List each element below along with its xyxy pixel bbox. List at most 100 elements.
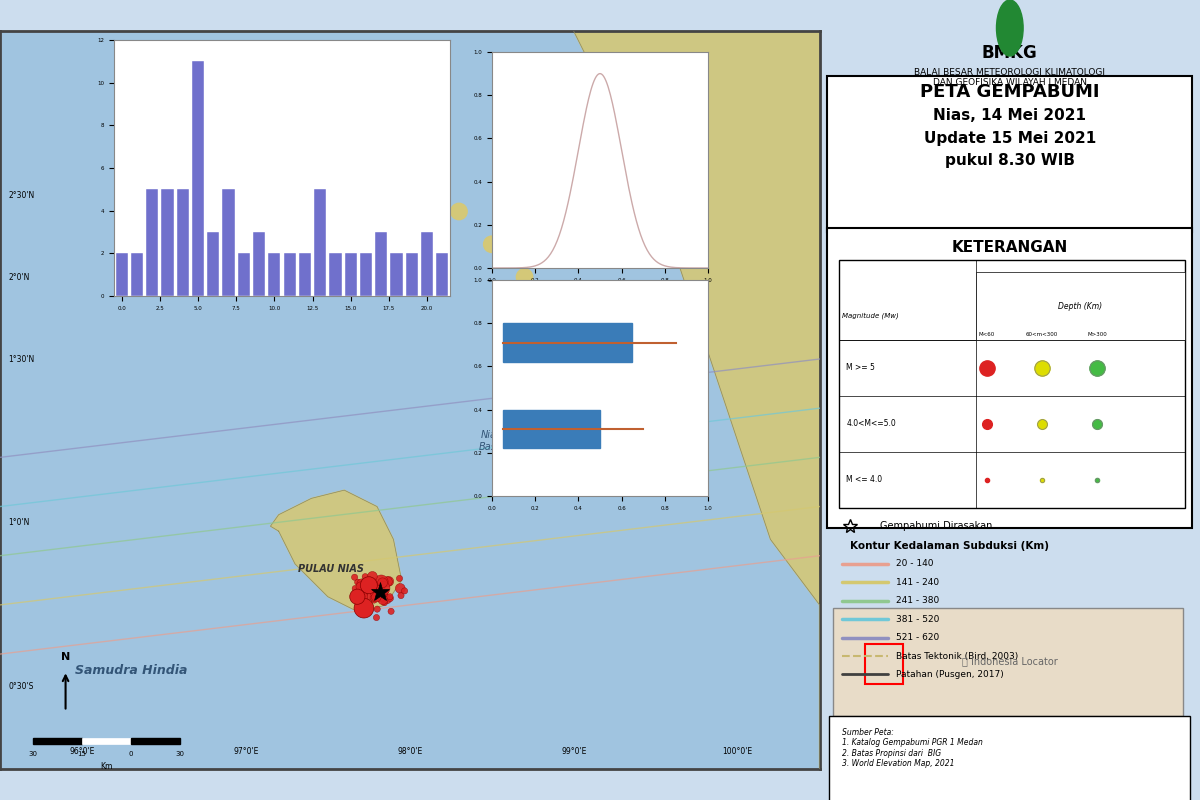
Point [376,586,395,598]
Text: 2°0'N: 2°0'N [8,273,30,282]
Bar [360,254,372,296]
Text: KETERANGAN: KETERANGAN [952,241,1068,255]
Bar [208,232,220,296]
Circle shape [319,170,336,187]
Point [367,602,386,615]
Text: 1°0'N: 1°0'N [8,518,30,527]
Text: Nias
Basin: Nias Basin [479,430,505,452]
Text: PULAU NIAS: PULAU NIAS [298,564,364,574]
Text: 60<m<300: 60<m<300 [1026,332,1058,337]
Circle shape [402,187,418,203]
Text: Update 15 Mei 2021: Update 15 Mei 2021 [924,131,1096,146]
Bar [406,254,418,296]
Text: M<60: M<60 [979,332,995,337]
Point [367,582,386,595]
Text: 521 - 620: 521 - 620 [895,633,938,642]
Point [377,593,396,606]
Bar [344,254,356,296]
Point [354,602,373,614]
Point [362,570,382,582]
Polygon shape [270,490,402,613]
Point [367,586,386,599]
Text: 241 - 380: 241 - 380 [895,596,938,606]
Text: Kontur Kedalaman Subduksi (Km): Kontur Kedalaman Subduksi (Km) [850,541,1049,550]
Text: 2°30'N: 2°30'N [8,190,35,199]
Point [352,578,371,590]
Text: 30: 30 [29,750,37,757]
Point [395,585,414,598]
Point [374,589,394,602]
FancyBboxPatch shape [827,76,1193,232]
Circle shape [516,269,533,286]
Text: 97°0'E: 97°0'E [233,746,258,756]
Bar [222,190,235,296]
Bar [839,260,1184,508]
Bar [299,254,311,296]
Point [358,587,377,600]
Point [372,582,391,594]
Point [367,611,386,624]
Bar [115,254,127,296]
Polygon shape [574,31,820,769]
Point [359,579,378,592]
Bar [192,62,204,296]
Point [373,582,392,594]
Text: Sumber Peta:
1. Katalog Gempabumi PGR 1 Medan
2. Batas Propinsi dari  BIG
3. Wor: Sumber Peta: 1. Katalog Gempabumi PGR 1 … [842,728,983,768]
Point [391,589,410,602]
Circle shape [451,203,467,220]
Text: BMKG: BMKG [982,44,1038,62]
Text: pukul 8.30 WIB: pukul 8.30 WIB [944,153,1075,167]
Point [374,596,394,609]
Point [355,570,374,583]
Text: N: N [61,652,70,662]
Point [378,575,397,588]
Circle shape [270,187,287,203]
Point [344,571,364,584]
Text: 381 - 520: 381 - 520 [895,614,940,624]
Point [373,576,392,589]
Point [373,594,392,606]
Point [382,605,401,618]
Point [372,575,391,588]
Text: 15: 15 [78,750,86,757]
Text: M>300: M>300 [1087,332,1108,337]
Text: Samudra Hindia: Samudra Hindia [74,664,187,677]
Point [370,582,389,595]
Text: Km: Km [101,762,113,771]
Text: Batas Tektonik (Bird, 2003): Batas Tektonik (Bird, 2003) [895,651,1018,661]
Bar [976,272,1184,340]
Text: Magnitude (Mw): Magnitude (Mw) [842,313,899,319]
Text: 96°0'E: 96°0'E [70,746,95,756]
Text: 0°30'S: 0°30'S [8,682,34,691]
Text: 30: 30 [176,750,185,757]
Point [359,597,378,610]
Point [346,582,365,595]
Point [355,587,374,600]
Circle shape [368,154,385,170]
Text: Gempabumi Dirasakan: Gempabumi Dirasakan [881,522,992,531]
Point [390,572,409,585]
Point [365,579,384,592]
Point [368,590,388,602]
Bar [329,254,342,296]
Text: 98°0'E: 98°0'E [397,746,422,756]
Point [353,590,372,603]
Text: 141 - 240: 141 - 240 [895,578,938,587]
Point [379,575,398,588]
Point [348,576,367,589]
Bar [238,254,250,296]
Point [352,582,371,594]
FancyBboxPatch shape [827,228,1193,528]
Bar [376,232,388,296]
Text: 0: 0 [128,750,133,757]
Point [365,594,384,606]
Bar [865,644,904,684]
Circle shape [521,217,560,256]
Bar [146,190,158,296]
Bar [32,738,82,744]
Bar [314,190,326,296]
Bar [131,254,143,296]
Text: Nias, 14 Mei 2021: Nias, 14 Mei 2021 [934,109,1086,123]
Bar [82,738,131,744]
Text: 99°0'E: 99°0'E [562,746,587,756]
